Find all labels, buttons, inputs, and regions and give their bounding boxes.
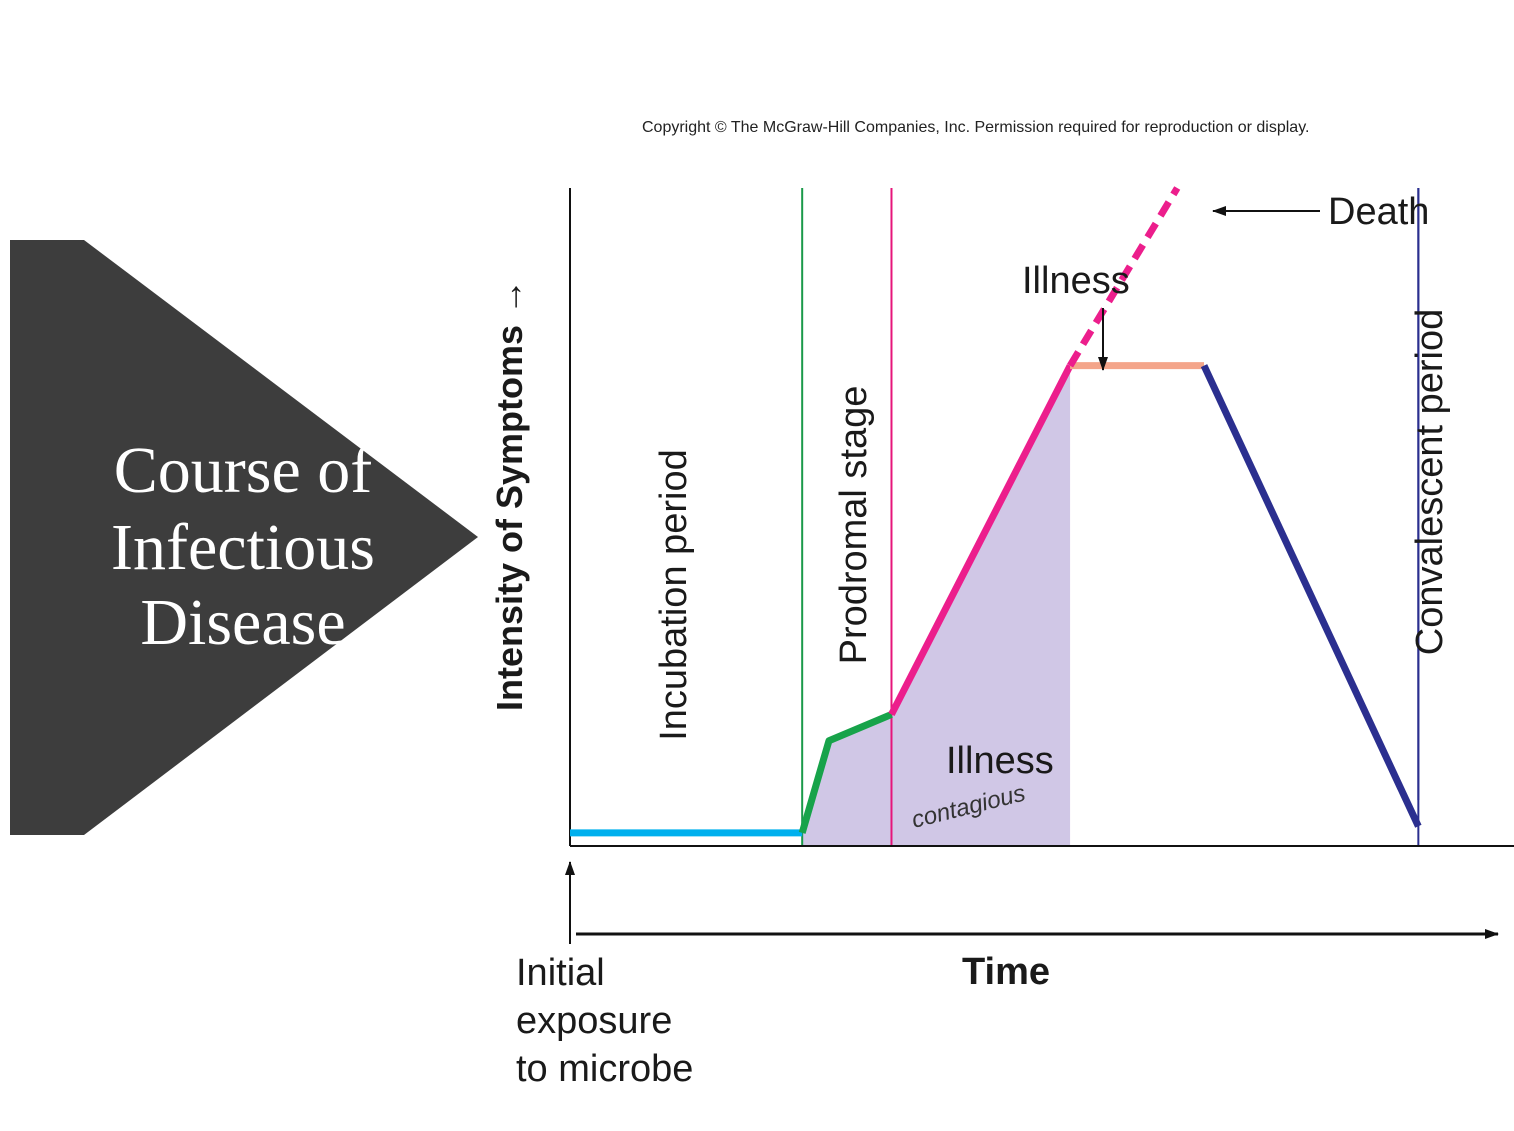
- series-convalescence: [1200, 364, 1422, 828]
- title-chevron-panel: [10, 240, 478, 835]
- origin-label-line-1: Initial: [516, 952, 605, 994]
- origin-label-line-3: to microbe: [516, 1048, 693, 1090]
- illness-region-label: Illness: [946, 740, 1054, 782]
- slide-title-line-1: Course of: [113, 434, 373, 507]
- stage-label-convalescent-period: Convalescent period: [1409, 309, 1451, 655]
- series-death: [1067, 186, 1181, 368]
- copyright-notice: Copyright © The McGraw-Hill Companies, I…: [642, 119, 1310, 136]
- stage-label-incubation-period: Incubation period: [653, 449, 695, 741]
- illness-peak-label: Illness: [1022, 260, 1130, 302]
- slide-title-line-2: Infectious: [111, 511, 375, 584]
- series-illness-rise: [888, 364, 1074, 716]
- y-axis-label: Intensity of Symptoms →: [489, 279, 530, 711]
- origin-label-line-2: exposure: [516, 1000, 672, 1042]
- slide-title-line-3: Disease: [140, 586, 346, 659]
- death-label: Death: [1328, 191, 1429, 233]
- stage-label-prodromal-stage: Prodromal stage: [833, 386, 875, 665]
- series-prodromal: [798, 711, 893, 834]
- x-axis-label: Time: [962, 951, 1050, 993]
